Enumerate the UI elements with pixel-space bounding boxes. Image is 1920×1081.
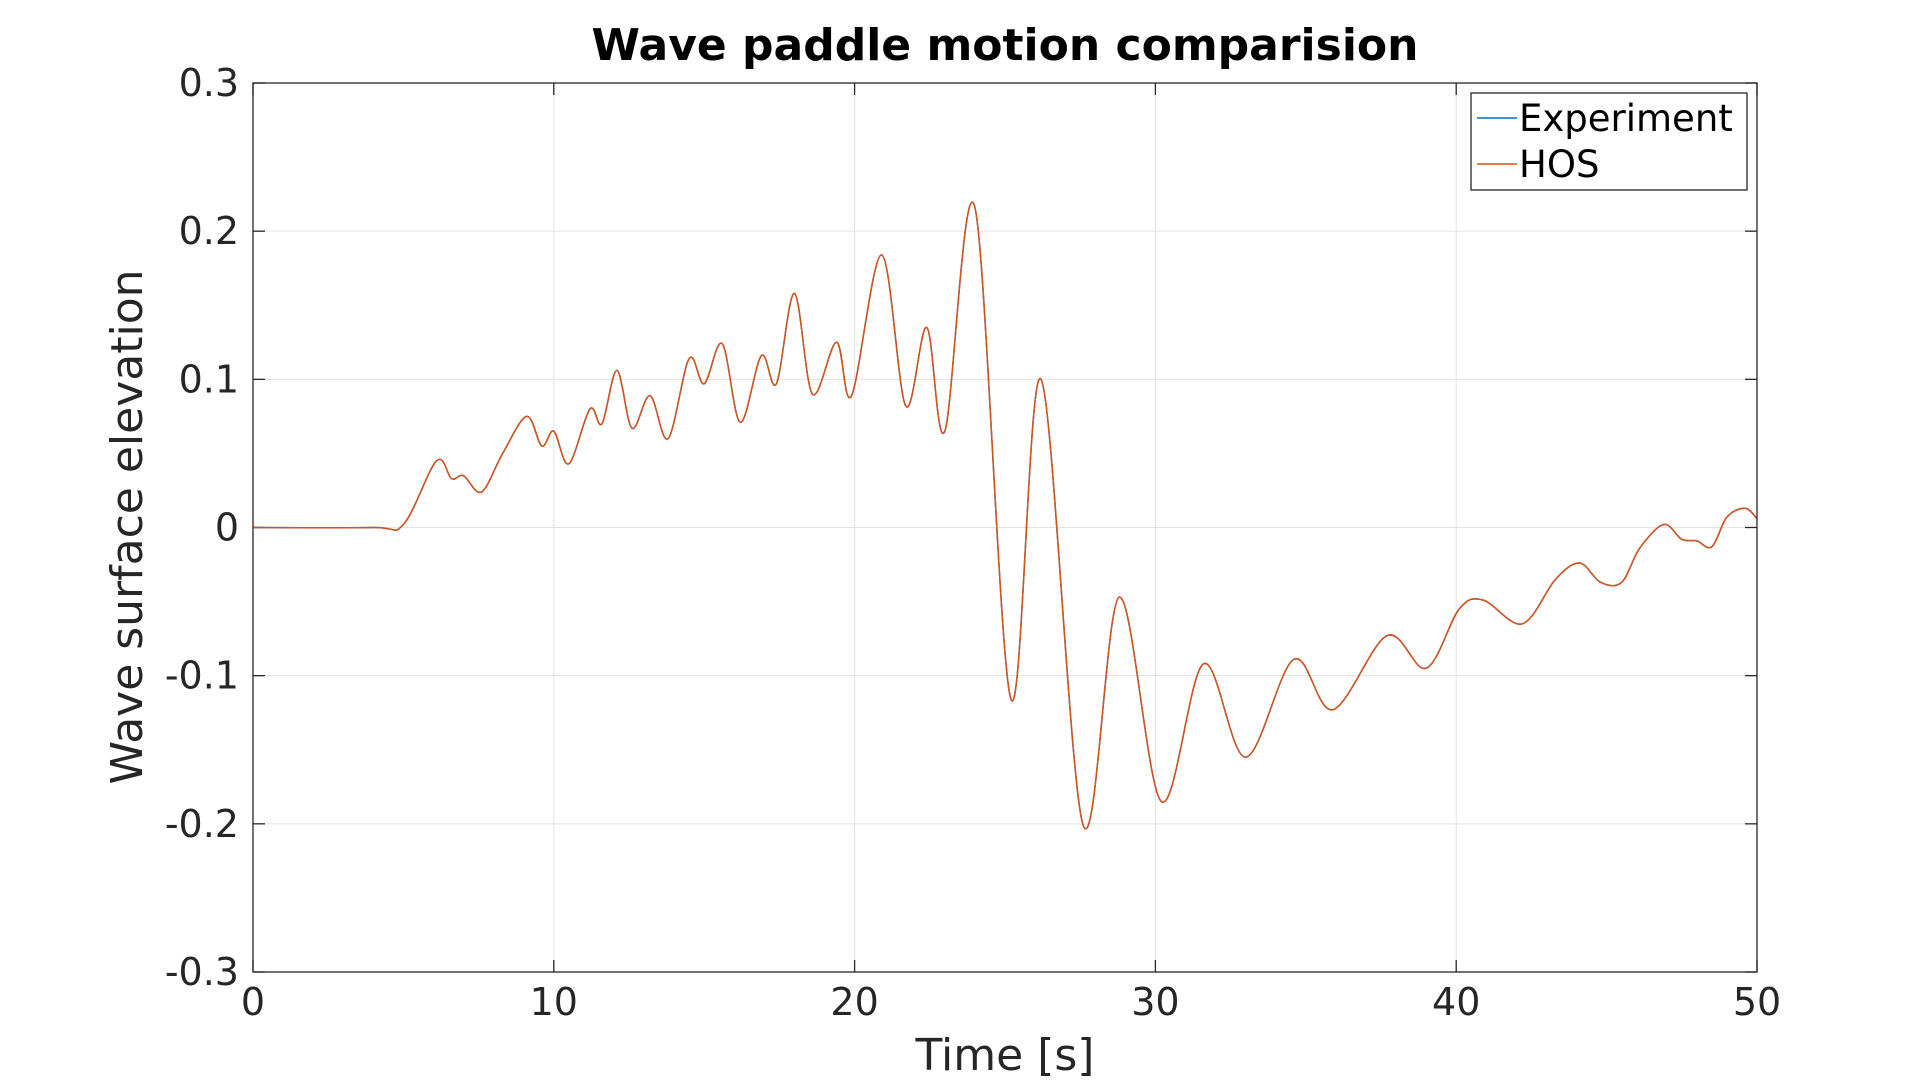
y-tick-label: -0.3 [165,950,239,994]
legend-label-hos: HOS [1519,143,1599,186]
x-tick-label: 40 [1432,980,1480,1024]
axes-box [252,82,1758,973]
y-tick-label: 0 [215,506,239,550]
y-tick-label: 0.2 [179,209,239,253]
y-tick-labels: -0.3 -0.2 -0.1 0 0.1 0.2 0.3 [165,61,239,994]
x-tick-label: 10 [530,980,578,1024]
x-tick-label: 50 [1733,980,1781,1024]
y-tick-label: -0.2 [165,802,239,846]
x-tick-label: 20 [830,980,878,1024]
legend-label-experiment: Experiment [1519,97,1733,140]
series-line-hos [252,201,1758,830]
legend-box [1470,92,1748,191]
y-tick-label: -0.1 [165,654,239,698]
x-tick-label: 30 [1131,980,1179,1024]
x-tick-labels: 0 10 20 30 40 50 [241,980,1781,1024]
y-tick-label: 0.1 [179,357,239,401]
chart-title: Wave paddle motion comparision [592,20,1419,71]
y-tick-label: 0.3 [179,61,239,105]
x-axis-title: Time [s] [915,1030,1095,1081]
x-tick-label: 0 [241,980,265,1024]
series-lines [252,201,1758,830]
y-axis-title: Wave surface elevation [102,269,153,784]
legend: Experiment HOS [1470,92,1748,191]
